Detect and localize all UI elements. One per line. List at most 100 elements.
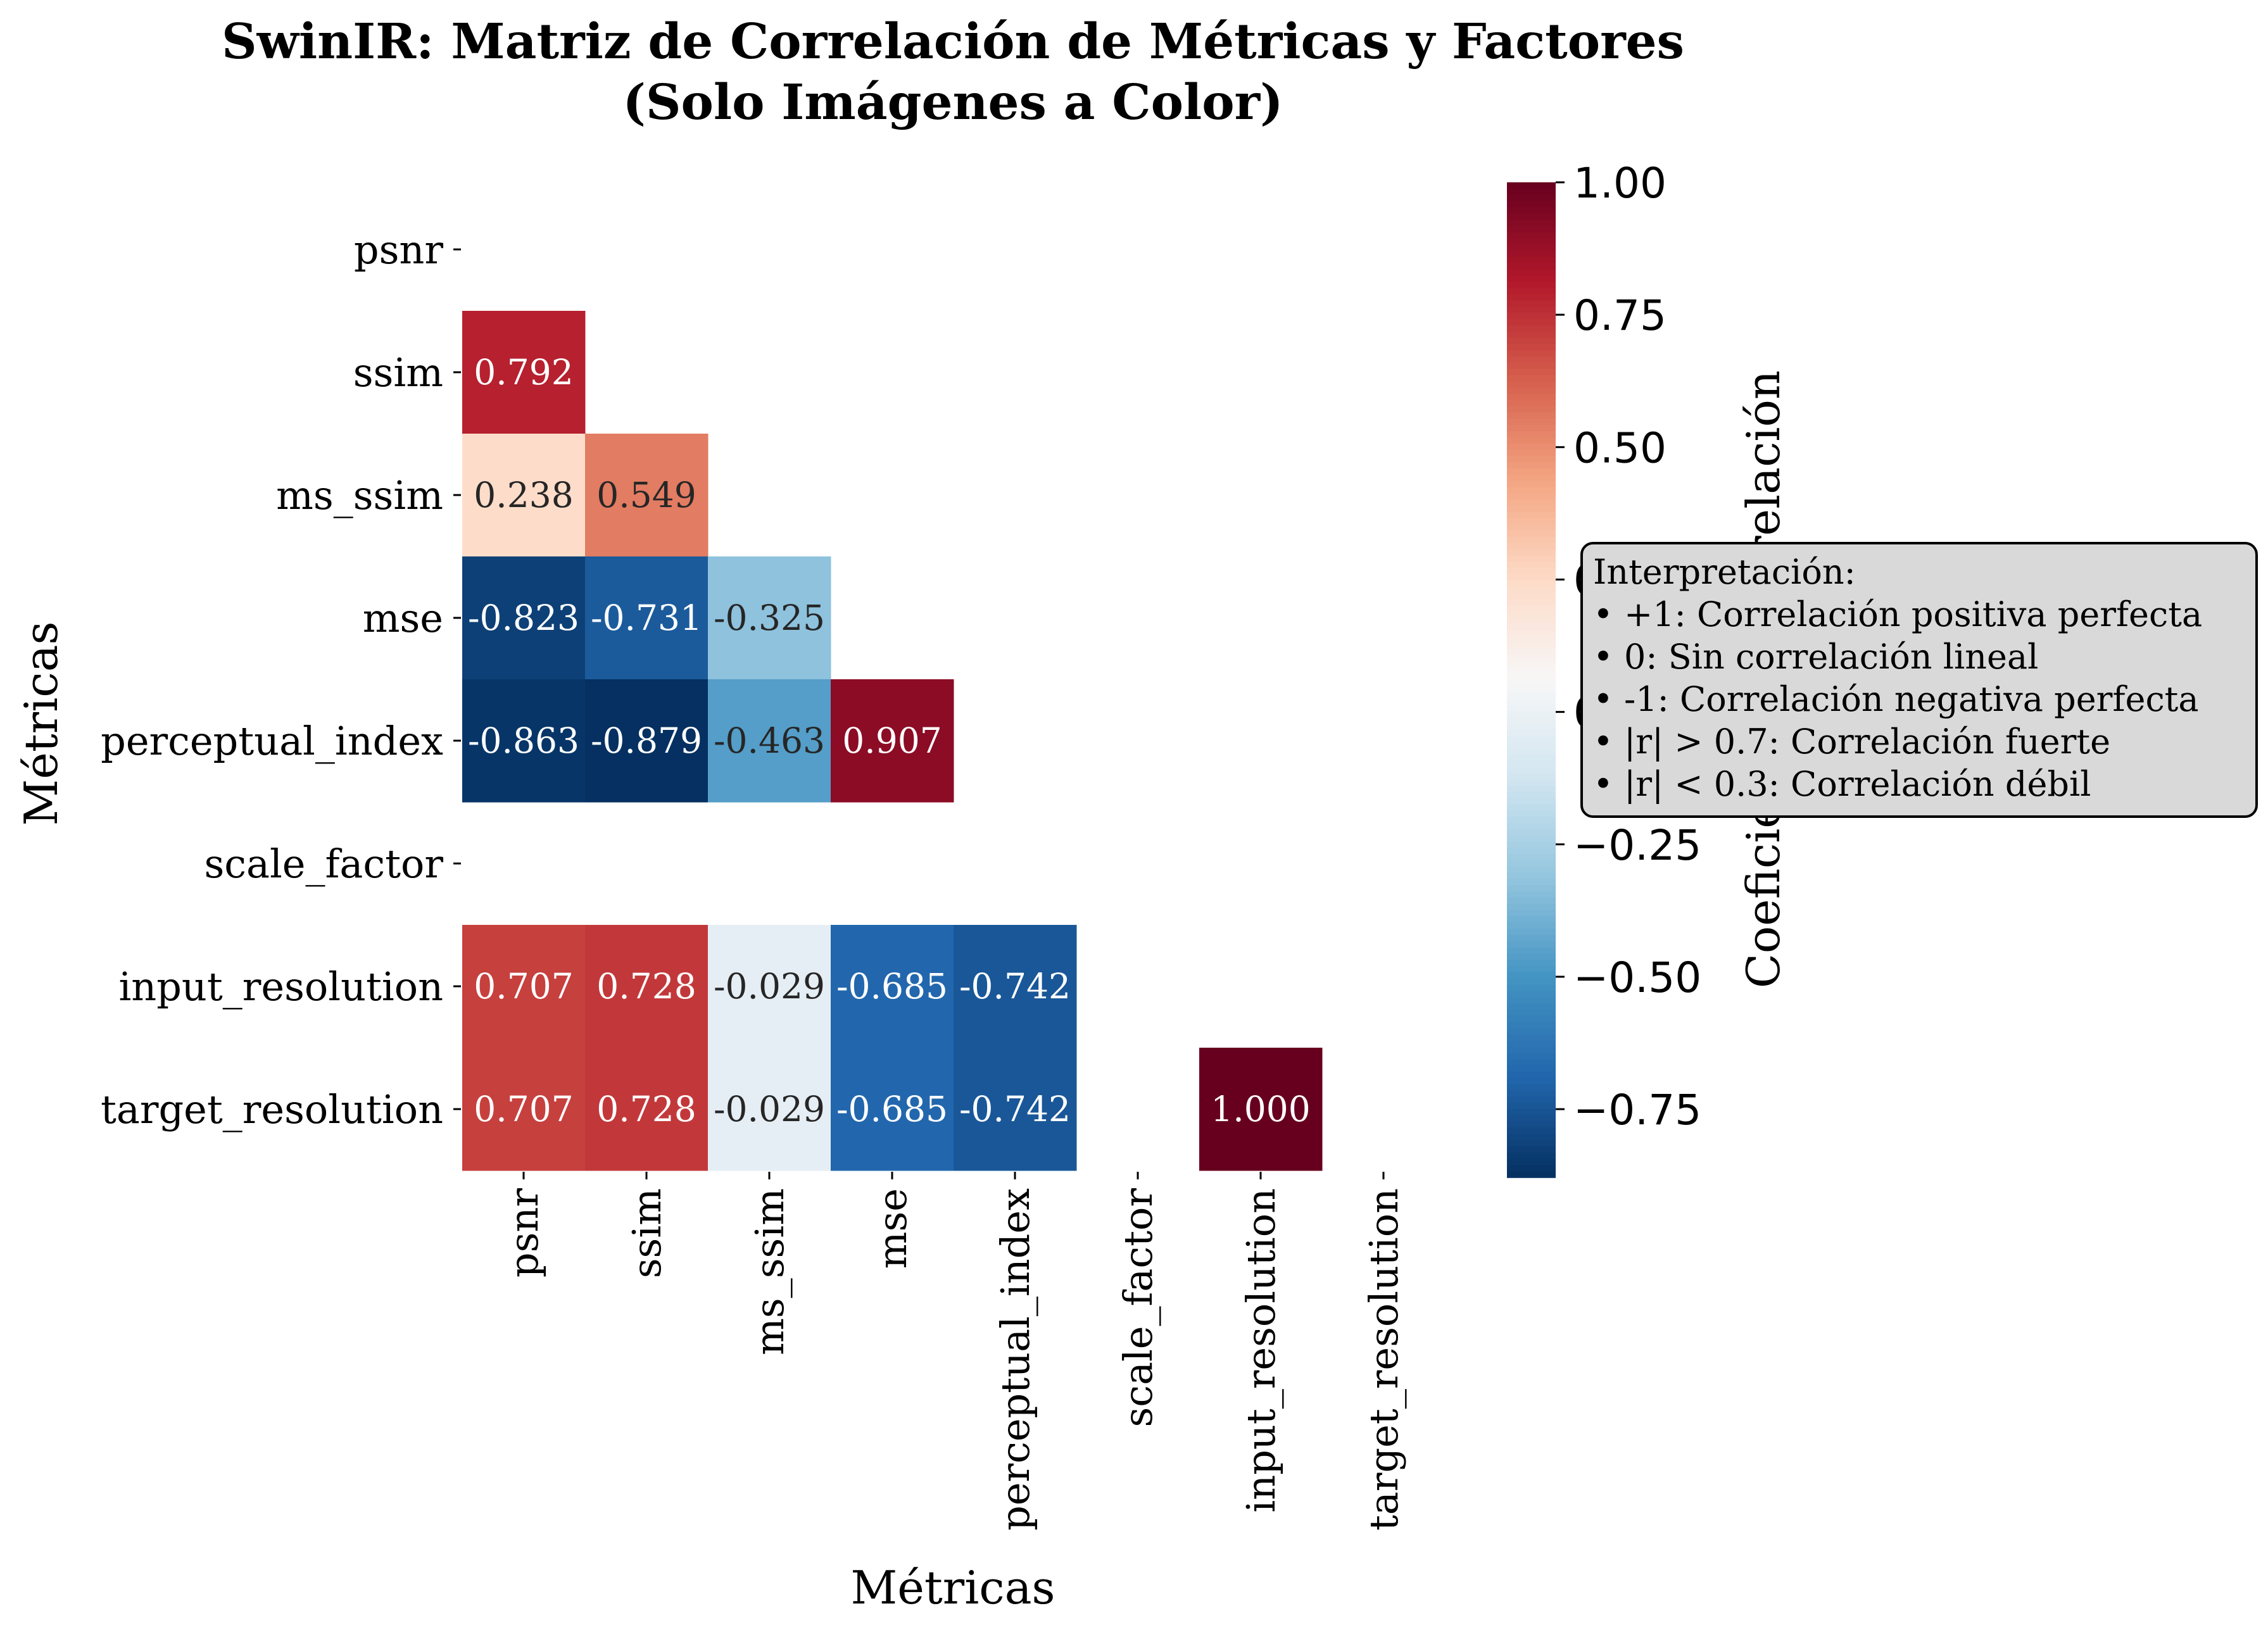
y-tick-label: input_resolution — [118, 964, 443, 1010]
colorbar-segment — [1507, 810, 1556, 817]
colorbar-segment — [1507, 505, 1556, 513]
colorbar-tick-label: −0.50 — [1573, 953, 1701, 1002]
colorbar-segment — [1507, 437, 1556, 444]
colorbar-segment — [1507, 817, 1556, 824]
colorbar-segment — [1507, 1171, 1556, 1178]
heatmap-cell — [831, 1048, 954, 1171]
cell-value-label: -0.463 — [714, 720, 825, 761]
colorbar-segment — [1507, 381, 1556, 389]
colorbar-segment — [1507, 655, 1556, 662]
cell-value-label: 0.238 — [474, 475, 573, 515]
colorbar-segment — [1507, 984, 1556, 992]
colorbar-segment — [1507, 256, 1556, 264]
colorbar-segment — [1507, 997, 1556, 1004]
colorbar-segment — [1507, 611, 1556, 618]
colorbar-segment — [1507, 1053, 1556, 1060]
colorbar-segment — [1507, 487, 1556, 494]
colorbar-segment — [1507, 599, 1556, 606]
colorbar-segment — [1507, 760, 1556, 768]
colorbar-segment — [1507, 288, 1556, 295]
heatmap-cell — [462, 434, 586, 557]
colorbar-segment — [1507, 630, 1556, 637]
colorbar-segment — [1507, 1077, 1556, 1085]
x-tick-label: scale_factor — [1115, 1188, 1161, 1428]
colorbar-segment — [1507, 418, 1556, 425]
cell-value-label: -0.685 — [836, 1089, 948, 1129]
heatmap-cell — [831, 925, 954, 1048]
heatmap-cells — [462, 311, 1323, 1171]
legend-line: • |r| > 0.7: Correlación fuerte — [1593, 722, 2110, 762]
heatmap-cell — [462, 1048, 586, 1171]
colorbar-segment — [1507, 804, 1556, 812]
heatmap-cell — [708, 679, 831, 803]
colorbar-segment — [1507, 1152, 1556, 1160]
colorbar-segment — [1507, 282, 1556, 289]
colorbar-segment — [1507, 406, 1556, 413]
colorbar-segment — [1507, 207, 1556, 214]
colorbar-segment — [1507, 717, 1556, 724]
colorbar-segment — [1507, 835, 1556, 843]
colorbar-segment — [1507, 1140, 1556, 1147]
heatmap-cell — [462, 925, 586, 1048]
colorbar-segment — [1507, 680, 1556, 687]
colorbar-segment — [1507, 860, 1556, 867]
x-tick-label: mse — [869, 1188, 916, 1269]
colorbar-segment — [1507, 953, 1556, 960]
colorbar-segment — [1507, 786, 1556, 793]
y-tick-label: ms_ssim — [276, 472, 443, 518]
colorbar-segment — [1507, 748, 1556, 755]
colorbar-segment — [1507, 319, 1556, 326]
colorbar-segment — [1507, 313, 1556, 320]
heatmap-cell — [831, 679, 954, 803]
colorbar-segment — [1507, 667, 1556, 674]
colorbar-segment — [1507, 879, 1556, 886]
legend-line: • +1: Correlación positiva perfecta — [1593, 594, 2202, 634]
colorbar-segment — [1507, 356, 1556, 363]
colorbar-segment — [1507, 331, 1556, 339]
chart-title: SwinIR: Matriz de Correlación de Métrica… — [222, 13, 1684, 70]
colorbar-segment — [1507, 1096, 1556, 1103]
colorbar-segment — [1507, 848, 1556, 855]
colorbar-segment — [1507, 182, 1556, 189]
cell-value-label: 0.549 — [596, 475, 696, 515]
colorbar-segment — [1507, 1059, 1556, 1066]
colorbar-segment — [1507, 1158, 1556, 1166]
colorbar-segment — [1507, 462, 1556, 469]
y-tick-label: scale_factor — [204, 841, 443, 887]
colorbar-segment — [1507, 960, 1556, 967]
legend-line: Interpretación: — [1593, 552, 1856, 592]
colorbar-tick-label: −0.25 — [1573, 821, 1701, 870]
colorbar-segment — [1507, 499, 1556, 506]
interpretation-legend: Interpretación:• +1: Correlación positiv… — [1580, 542, 2258, 818]
legend-line: • |r| < 0.3: Correlación débil — [1593, 764, 2091, 804]
heatmap-cell — [462, 311, 586, 434]
colorbar-segment — [1507, 674, 1556, 681]
colorbar-segment — [1507, 798, 1556, 805]
colorbar-segment — [1507, 219, 1556, 227]
colorbar-segment — [1507, 368, 1556, 376]
colorbar-segment — [1507, 1127, 1556, 1135]
heatmap-cell — [708, 556, 831, 680]
colorbar-segment — [1507, 232, 1556, 239]
colorbar-segment — [1507, 648, 1556, 656]
colorbar-segment — [1507, 474, 1556, 482]
heatmap-cell — [954, 925, 1077, 1048]
colorbar-segment — [1507, 736, 1556, 743]
colorbar-segment — [1507, 244, 1556, 251]
colorbar-segment — [1507, 325, 1556, 332]
colorbar-segment — [1507, 580, 1556, 587]
colorbar-segment — [1507, 829, 1556, 836]
colorbar-tick-label: 1.00 — [1573, 159, 1666, 208]
colorbar-segment — [1507, 1034, 1556, 1041]
colorbar-segment — [1507, 456, 1556, 463]
heatmap-cell — [708, 925, 831, 1048]
colorbar-segment — [1507, 468, 1556, 475]
colorbar-segment — [1507, 1084, 1556, 1091]
colorbar-segment — [1507, 643, 1556, 650]
colorbar-segment — [1507, 947, 1556, 955]
colorbar-segment — [1507, 1040, 1556, 1048]
colorbar-segment — [1507, 1134, 1556, 1141]
colorbar-segment — [1507, 555, 1556, 563]
colorbar-tick-label: −0.75 — [1573, 1086, 1701, 1134]
chart-subtitle: (Solo Imágenes a Color) — [622, 74, 1283, 131]
